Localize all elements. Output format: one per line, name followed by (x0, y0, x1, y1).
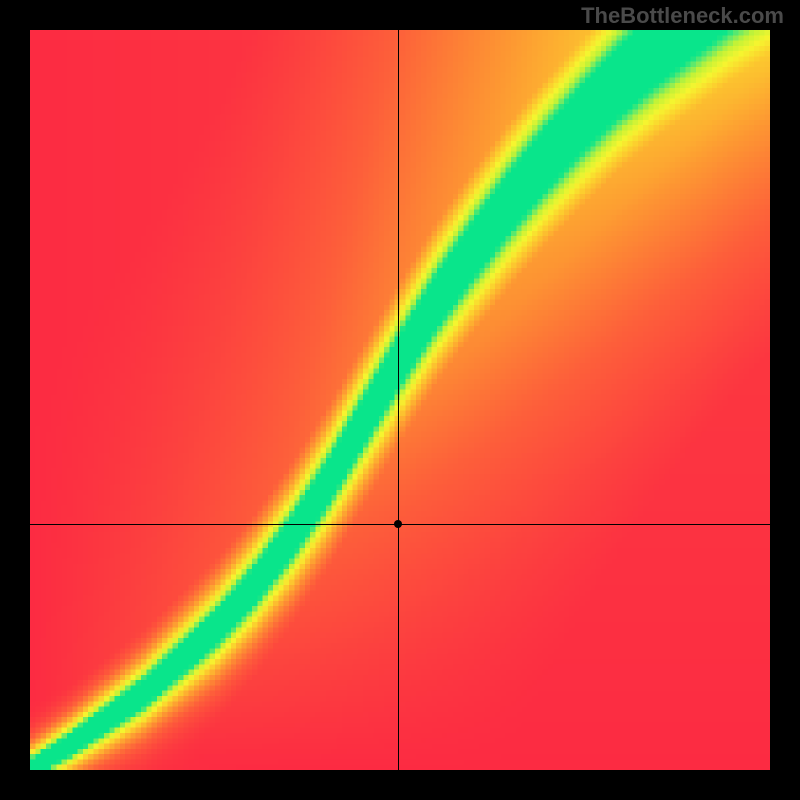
crosshair-marker (394, 520, 402, 528)
crosshair-vertical (398, 30, 399, 770)
plot-area (30, 30, 770, 770)
watermark-text: TheBottleneck.com (581, 3, 784, 29)
chart-container: TheBottleneck.com (0, 0, 800, 800)
heatmap-canvas (30, 30, 770, 770)
